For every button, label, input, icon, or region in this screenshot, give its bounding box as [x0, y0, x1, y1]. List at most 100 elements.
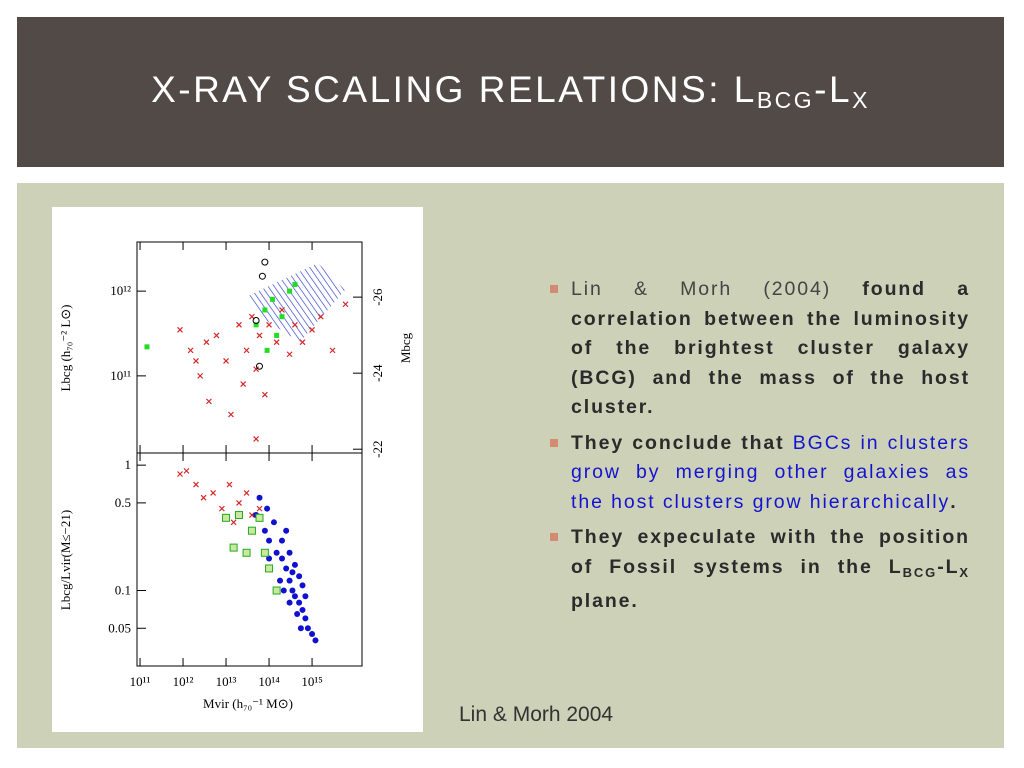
cross-marker [266, 321, 272, 328]
dot-marker [312, 637, 319, 644]
x-tick-label: 10¹² [173, 674, 194, 689]
cross-marker [236, 499, 242, 506]
dot-marker [277, 577, 284, 584]
cross-marker [226, 481, 233, 488]
x-tick-label: 10¹¹ [130, 674, 151, 689]
y-tick-label: 0.05 [108, 620, 131, 635]
dot-marker [278, 555, 285, 562]
dot-marker [289, 569, 296, 576]
dot-marker [302, 593, 309, 600]
dot-marker [296, 599, 303, 606]
dot-marker [261, 527, 268, 534]
cross-marker [286, 351, 293, 358]
square-marker [287, 288, 293, 294]
cross-marker [197, 372, 204, 379]
circle-marker [258, 272, 266, 280]
title-sub: X [852, 87, 870, 113]
bullet: They conclude that BGCs in clusters grow… [548, 429, 970, 518]
cross-marker [273, 339, 280, 346]
bullet-list: Lin & Morh (2004) found a correlation be… [548, 275, 970, 623]
title-bar: X-RAY SCALING RELATIONS: LBCG-LX [17, 17, 1004, 167]
cross-marker [177, 326, 183, 333]
cross-marker [187, 347, 194, 354]
y-tick-label: 1 [125, 457, 132, 472]
dot-marker [266, 555, 273, 562]
x-axis-label: Mvir (h₇₀⁻¹ M⊙) [203, 696, 293, 711]
square-marker [269, 296, 275, 302]
dot-marker [286, 599, 293, 606]
cross-marker [329, 347, 336, 354]
bullet-sub: BCG [902, 564, 938, 580]
hatched-region [248, 263, 345, 342]
title-text: X-RAY SCALING RELATIONS: L [151, 69, 757, 110]
square-marker [274, 332, 280, 338]
cross-marker [193, 358, 199, 364]
title-sub: BCG [756, 87, 815, 113]
bullet-text: -L [937, 555, 960, 578]
dot-marker [304, 625, 311, 632]
dot-marker [296, 573, 303, 580]
boxed-marker [255, 513, 264, 522]
dot-marker [264, 505, 271, 512]
cross-marker [256, 505, 263, 512]
cross-marker [203, 339, 210, 346]
cross-marker [236, 321, 242, 328]
cross-marker [223, 358, 229, 364]
square-marker [144, 344, 150, 350]
dot-marker [286, 549, 293, 556]
y-tick-label: 10¹¹ [110, 368, 131, 383]
y-tick-label: 0.5 [115, 495, 131, 510]
boxed-marker [222, 513, 231, 522]
circle-marker [252, 317, 260, 325]
boxed-marker [260, 548, 269, 557]
x-tick-label: 10¹⁵ [301, 674, 322, 689]
y2-axis-label: Mbcg [398, 332, 413, 363]
x-tick-label: 10¹³ [216, 674, 237, 689]
title-text: -L [814, 69, 853, 110]
dot-marker [283, 565, 290, 572]
dot-marker [266, 537, 273, 544]
dot-marker [291, 593, 298, 600]
dot-marker [309, 630, 316, 637]
cross-marker [206, 398, 212, 405]
circle-marker [256, 362, 264, 370]
y-axis-label: Lbcg (h₇₀⁻² L⊙) [58, 304, 73, 391]
y-axis-label: Lbcg/Lvir(M≤−21) [58, 510, 73, 610]
cross-marker [210, 490, 217, 496]
cross-marker [243, 347, 250, 354]
cross-marker [279, 307, 285, 313]
bottom-frame [136, 452, 363, 667]
cross-marker [261, 391, 268, 398]
dot-marker [286, 577, 293, 584]
dot-marker [280, 587, 287, 594]
boxed-marker [229, 543, 238, 552]
caption: Lin & Morh 2004 [459, 703, 614, 726]
square-marker [262, 307, 268, 313]
bullet-text: plane. [571, 590, 639, 612]
boxed-marker [247, 526, 256, 535]
square-marker [253, 322, 259, 328]
cross-marker [177, 471, 183, 477]
cross-marker [228, 411, 234, 418]
bullet-highlight: BGCs in clusters grow by merging other g… [571, 431, 970, 513]
boxed-marker [272, 586, 281, 595]
dot-marker [302, 615, 309, 622]
boxed-marker [265, 564, 274, 573]
cross-marker [183, 467, 190, 474]
boxed-marker [234, 511, 243, 520]
dot-marker [283, 527, 290, 534]
bullet-text: . [950, 490, 958, 513]
cross-marker [240, 381, 247, 388]
y2-tick-label: -26 [370, 288, 385, 306]
cross-marker [193, 481, 199, 488]
dot-marker [278, 537, 285, 544]
cross-marker [256, 332, 263, 339]
cross-marker [218, 505, 225, 512]
circle-marker [261, 258, 269, 266]
dot-marker [299, 606, 306, 613]
cross-marker [342, 301, 349, 308]
y2-tick-label: -24 [370, 364, 385, 382]
dot-marker [299, 582, 306, 589]
